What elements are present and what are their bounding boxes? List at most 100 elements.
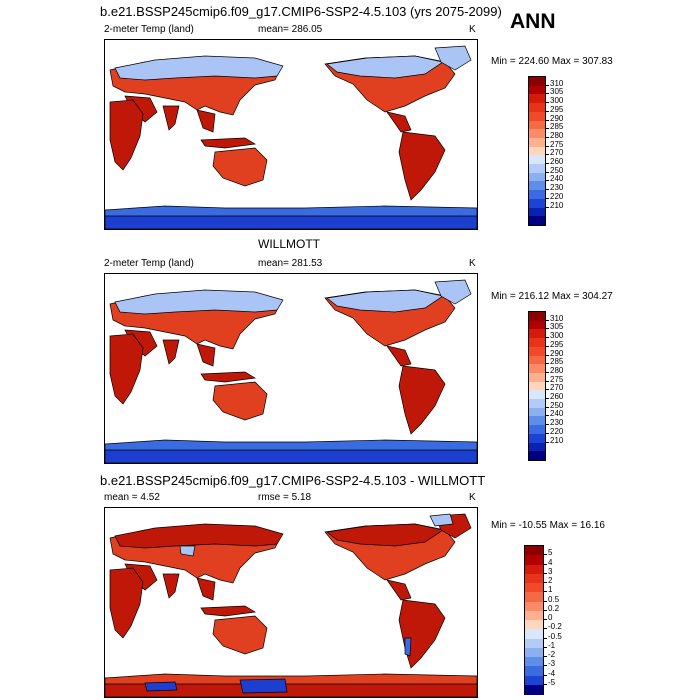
panel2-colorbar-tick-label: 310 — [550, 313, 564, 323]
panel3-colorbar-swatch — [525, 592, 543, 602]
panel1-colorbar-tick — [545, 102, 549, 104]
panel3-land — [105, 513, 477, 697]
panel3-colorbar-tick — [543, 600, 547, 602]
panel1-land-region — [386, 111, 412, 133]
panel2-colorbar-tick-label: 305 — [550, 322, 564, 332]
panel2-colorbar-tick-label: 220 — [550, 426, 564, 436]
panel2-colorbar-tick — [545, 328, 549, 330]
panel2-land-region — [200, 371, 257, 383]
panel2-colorbar-swatch — [529, 399, 545, 409]
panel2-colorbar-swatch — [529, 320, 545, 330]
panel1-colorbar-tick — [545, 197, 549, 199]
panel1-colorbar-tick — [545, 93, 549, 95]
panel1-colorbar-swatch — [529, 198, 545, 209]
panel2-land-region — [434, 279, 472, 305]
panel3-land-region — [179, 545, 196, 557]
panel1-colorbar-tick-label: 305 — [550, 87, 564, 97]
panel2-land-region — [398, 365, 446, 435]
panel1-mean-label: mean= 286.05 — [258, 24, 323, 35]
panel3-colorbar-tick-label: -0.5 — [548, 631, 562, 641]
panel2-colorbar-swatch — [529, 416, 545, 426]
panel2-colorbar-swatch — [529, 433, 545, 444]
panel3-colorbar-tick-label: 4 — [548, 557, 553, 567]
panel1-land-region — [105, 205, 477, 217]
panel3-colorbar-swatch — [525, 583, 543, 593]
panel1-colorbar-swatch — [529, 172, 545, 182]
panel1-colorbar-tick-label: 260 — [550, 157, 564, 167]
panel1-colorbar-tick — [545, 163, 549, 165]
panel2-colorbar-tick — [545, 406, 549, 408]
panel2-map — [104, 273, 478, 464]
panel2-colorbar-swatch — [529, 372, 545, 383]
panel1-colorbar-tick-label: 220 — [550, 191, 564, 201]
panel3-title: b.e21.BSSP245cmip6.f09_g17.CMIP6-SSP2-4.… — [100, 473, 486, 488]
panel3-colorbar-tick-label: 5 — [548, 548, 553, 558]
panel3-land-region — [144, 681, 178, 692]
panel3-colorbar-swatch — [525, 564, 543, 575]
panel1-colorbar-tick-label: 250 — [550, 165, 564, 175]
panel2-colorbar-tick-label: 210 — [550, 435, 564, 445]
panel2-colorbar-tick-label: 250 — [550, 400, 564, 410]
panel3-colorbar-tick — [543, 563, 547, 565]
panel3-colorbar-swatch — [525, 555, 543, 565]
panel1-colorbar — [528, 76, 546, 226]
panel2-land — [105, 279, 477, 463]
panel3-colorbar — [524, 545, 544, 695]
panel3-colorbar-tick — [543, 656, 547, 657]
panel2-colorbar-tick — [545, 371, 549, 373]
panel3-colorbar-swatch — [525, 684, 543, 695]
panel3-colorbar-swatch — [525, 620, 543, 630]
panel2-colorbar-swatch — [529, 329, 545, 339]
panel2-land-region — [196, 343, 216, 367]
panel3-land-region — [212, 615, 268, 655]
panel1-colorbar-tick — [545, 171, 549, 173]
panel3-colorbar-tick-label: 1 — [548, 585, 553, 595]
panel1-units-label: K — [469, 24, 476, 35]
panel1-title: b.e21.BSSP245cmip6.f09_g17.CMIP6-SSP2-4.… — [100, 4, 502, 19]
panel2-colorbar-swatch — [529, 364, 545, 374]
panel1-colorbar-tick — [545, 128, 549, 130]
panel1-colorbar-swatch — [529, 129, 545, 139]
panel1-colorbar-swatch — [529, 94, 545, 104]
panel3-colorbar-swatch — [525, 638, 543, 649]
panel3-colorbar-tick — [543, 554, 547, 556]
panel3-colorbar-swatch — [525, 629, 543, 639]
panel1-colorbar-swatch — [529, 137, 545, 148]
panel2-colorbar-swatch — [529, 312, 545, 322]
panel2-colorbar-tick-label: 230 — [550, 418, 564, 428]
panel1-land-region — [114, 55, 284, 81]
panel2-units-label: K — [469, 258, 476, 269]
panel1-land-region — [200, 137, 257, 149]
panel3-colorbar-tick-label: 0.5 — [548, 594, 560, 604]
panel1-colorbar-tick-label: 290 — [550, 113, 564, 123]
panel1-colorbar-tick — [545, 136, 549, 138]
panel1-colorbar-tick-label: 270 — [550, 148, 564, 158]
panel2-colorbar-swatch — [529, 355, 545, 365]
panel2-colorbar — [528, 311, 546, 461]
panel2-colorbar-tick — [545, 337, 549, 339]
panel1-colorbar-tick — [545, 180, 549, 182]
panel1-colorbar-tick — [545, 145, 549, 147]
panel1-colorbar-swatch — [529, 155, 545, 165]
panel3-colorbar-tick-label: -5 — [548, 677, 556, 687]
panel2-colorbar-tick-label: 300 — [550, 331, 564, 341]
panel3-colorbar-swatch — [525, 657, 543, 667]
panel1-colorbar-tick-label: 240 — [550, 174, 564, 184]
panel3-land-region — [200, 605, 257, 617]
panel3-colorbar-tick-label: 0 — [548, 613, 553, 622]
panel1-variable-label: 2-meter Temp (land) — [104, 24, 194, 35]
panel1-land-region — [212, 147, 268, 187]
panel2-colorbar-swatch — [529, 390, 545, 400]
panel3-land-region — [162, 573, 180, 599]
panel3-colorbar-tick-label: -1 — [548, 640, 556, 650]
panel2-colorbar-tick-label: 295 — [550, 339, 564, 349]
panel2-colorbar-swatch — [529, 442, 545, 452]
panel1-colorbar-swatch — [529, 207, 545, 217]
panel1-colorbar-swatch — [529, 181, 545, 191]
panel3-colorbar-tick — [543, 674, 547, 676]
panel2-colorbar-tick-label: 275 — [550, 374, 564, 384]
panel1-colorbar-swatch — [529, 190, 545, 200]
panel3-colorbar-tick-label: -0.2 — [548, 622, 562, 632]
panel3-colorbar-swatch — [525, 601, 543, 612]
panel2-colorbar-tick-label: 280 — [550, 365, 564, 375]
